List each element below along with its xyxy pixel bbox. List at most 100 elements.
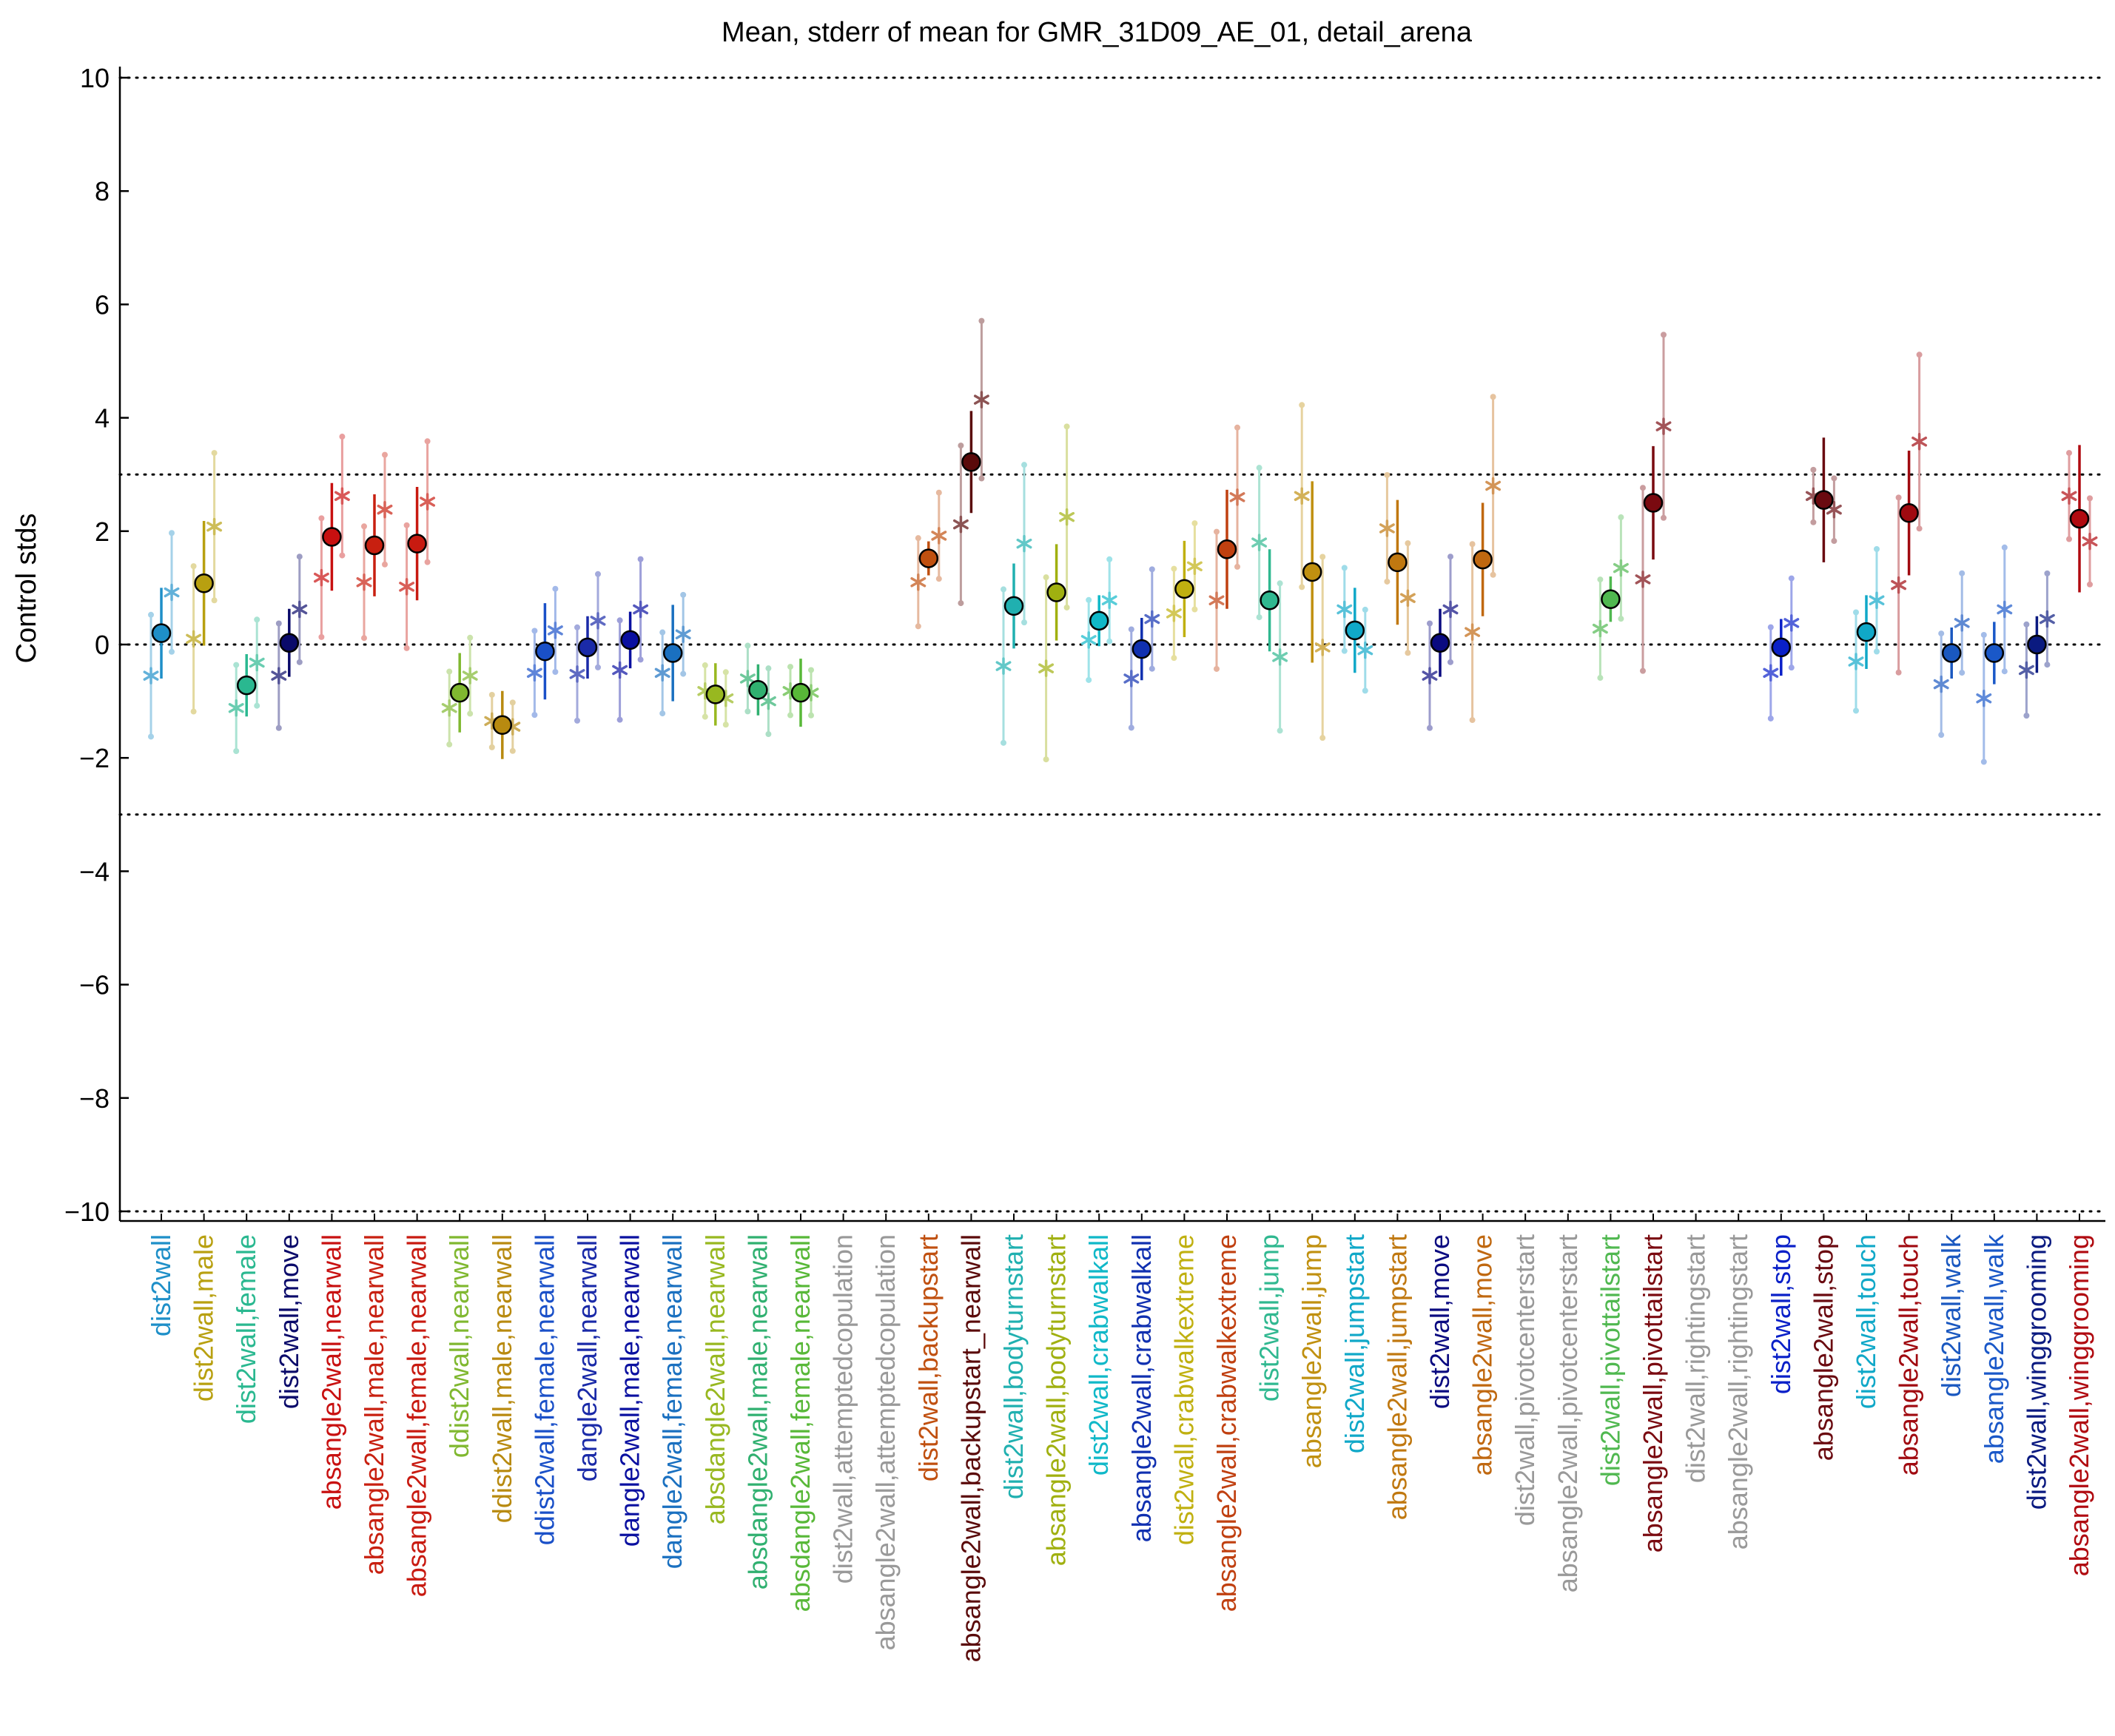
comparison-star — [931, 527, 947, 545]
comparison-star — [1422, 667, 1438, 684]
mean-marker — [1388, 552, 1408, 573]
comparison-star — [271, 667, 287, 684]
comparison-bar-end — [1490, 394, 1496, 400]
comparison-bar-end — [424, 438, 431, 445]
comparison-star — [1038, 659, 1055, 677]
x-tick-label: absangle2wall,jump — [1297, 1234, 1327, 1468]
x-tick-label: dist2wall,walk — [1936, 1234, 1966, 1397]
comparison-star — [441, 699, 457, 717]
star-stroke — [1826, 504, 1842, 515]
category-marks — [228, 616, 265, 755]
star-stroke — [1465, 627, 1481, 637]
comparison-star — [1442, 600, 1459, 619]
star-stroke — [973, 394, 989, 405]
y-axis-label: Control stds — [11, 514, 42, 664]
comparison-bar-end — [935, 576, 942, 582]
comparison-bar-end — [1469, 717, 1476, 724]
mean-marker — [151, 623, 172, 643]
star-stroke — [1059, 511, 1075, 522]
star-stroke — [1655, 421, 1672, 431]
star-stroke — [995, 661, 1012, 671]
mean-marker — [1174, 579, 1194, 599]
category-marks — [484, 690, 521, 759]
comparison-star — [249, 653, 265, 672]
comparison-star — [569, 665, 585, 683]
comparison-star — [1997, 600, 2013, 619]
comparison-bar-end — [680, 591, 687, 598]
mean-marker — [1260, 591, 1280, 610]
star-stroke — [1272, 652, 1288, 662]
comparison-star — [206, 517, 223, 536]
category-marks — [399, 438, 436, 651]
category-marks — [1251, 465, 1288, 734]
comparison-bar-end — [1362, 687, 1368, 694]
comparison-bar-end — [1063, 604, 1070, 610]
comparison-bar-end — [1277, 580, 1283, 587]
comparison-bar-end — [1895, 669, 1902, 676]
star-stroke — [569, 669, 585, 679]
comparison-star — [1229, 488, 1245, 506]
comparison-star — [1399, 589, 1416, 607]
comparison-star — [1976, 690, 1992, 707]
star-stroke — [206, 521, 223, 532]
comparison-bar-end — [1256, 465, 1262, 471]
category-marks — [1805, 437, 1842, 562]
star-stroke — [271, 670, 287, 681]
comparison-bar-end — [296, 554, 303, 560]
comparison-bar-end — [595, 571, 601, 577]
category-marks — [697, 662, 734, 728]
star-stroke — [612, 665, 628, 676]
x-tick-label: dist2wall — [146, 1234, 176, 1336]
comparison-star — [1166, 605, 1182, 622]
comparison-bar-end — [1319, 735, 1326, 741]
category-marks — [1208, 424, 1245, 672]
star-stroke — [2082, 536, 2098, 547]
category-marks — [1080, 556, 1117, 683]
star-stroke — [1485, 480, 1502, 491]
star-stroke — [186, 633, 202, 645]
y-tick-label: −2 — [79, 743, 110, 773]
comparison-bar-end — [1618, 514, 1624, 521]
comparison-star — [1379, 519, 1395, 537]
comparison-bar-end — [233, 748, 240, 755]
star-stroke — [399, 582, 415, 592]
comparison-bar-end — [1959, 570, 1966, 576]
star-stroke — [1891, 579, 1907, 591]
star-stroke — [1997, 604, 2013, 615]
comparison-star — [1357, 641, 1373, 659]
comparison-bar-end — [1234, 424, 1240, 431]
star-stroke — [462, 670, 478, 681]
x-tick-label: absangle2wall,touch — [1894, 1234, 1924, 1476]
star-stroke — [1208, 595, 1225, 606]
comparison-star — [1933, 675, 1949, 693]
comparison-bar-end — [1874, 648, 1880, 655]
category-marks — [1422, 554, 1459, 731]
star-stroke — [1186, 561, 1203, 572]
category-marks — [739, 642, 776, 738]
comparison-bar-end — [1043, 574, 1049, 581]
comparison-bar-end — [233, 662, 240, 668]
star-stroke — [313, 572, 329, 583]
comparison-bar-end — [978, 317, 985, 324]
comparison-bar-end — [1810, 466, 1817, 473]
star-stroke — [760, 696, 776, 707]
x-tick-label: dist2wall,move — [1425, 1234, 1455, 1409]
comparison-star — [1848, 653, 1864, 670]
comparison-bar-end — [702, 713, 708, 720]
star-stroke — [590, 616, 606, 626]
x-tick-label: absangle2wall,stop — [1808, 1234, 1838, 1461]
comparison-star — [526, 664, 542, 682]
star-stroke — [1336, 604, 1353, 615]
mean-marker — [620, 630, 640, 650]
comparison-bar-end — [1640, 485, 1646, 491]
comparison-bar-end — [190, 563, 197, 570]
comparison-bar-end — [552, 668, 559, 675]
x-tick-label: dist2wall,crabwalkextreme — [1169, 1234, 1199, 1545]
comparison-bar-end — [787, 712, 793, 719]
comparison-star — [1465, 623, 1481, 641]
comparison-star — [1869, 591, 1885, 610]
comparison-bar-end — [1171, 565, 1177, 572]
y-tick-label: 4 — [95, 403, 110, 434]
star-stroke — [675, 629, 691, 639]
star-stroke — [249, 657, 265, 668]
